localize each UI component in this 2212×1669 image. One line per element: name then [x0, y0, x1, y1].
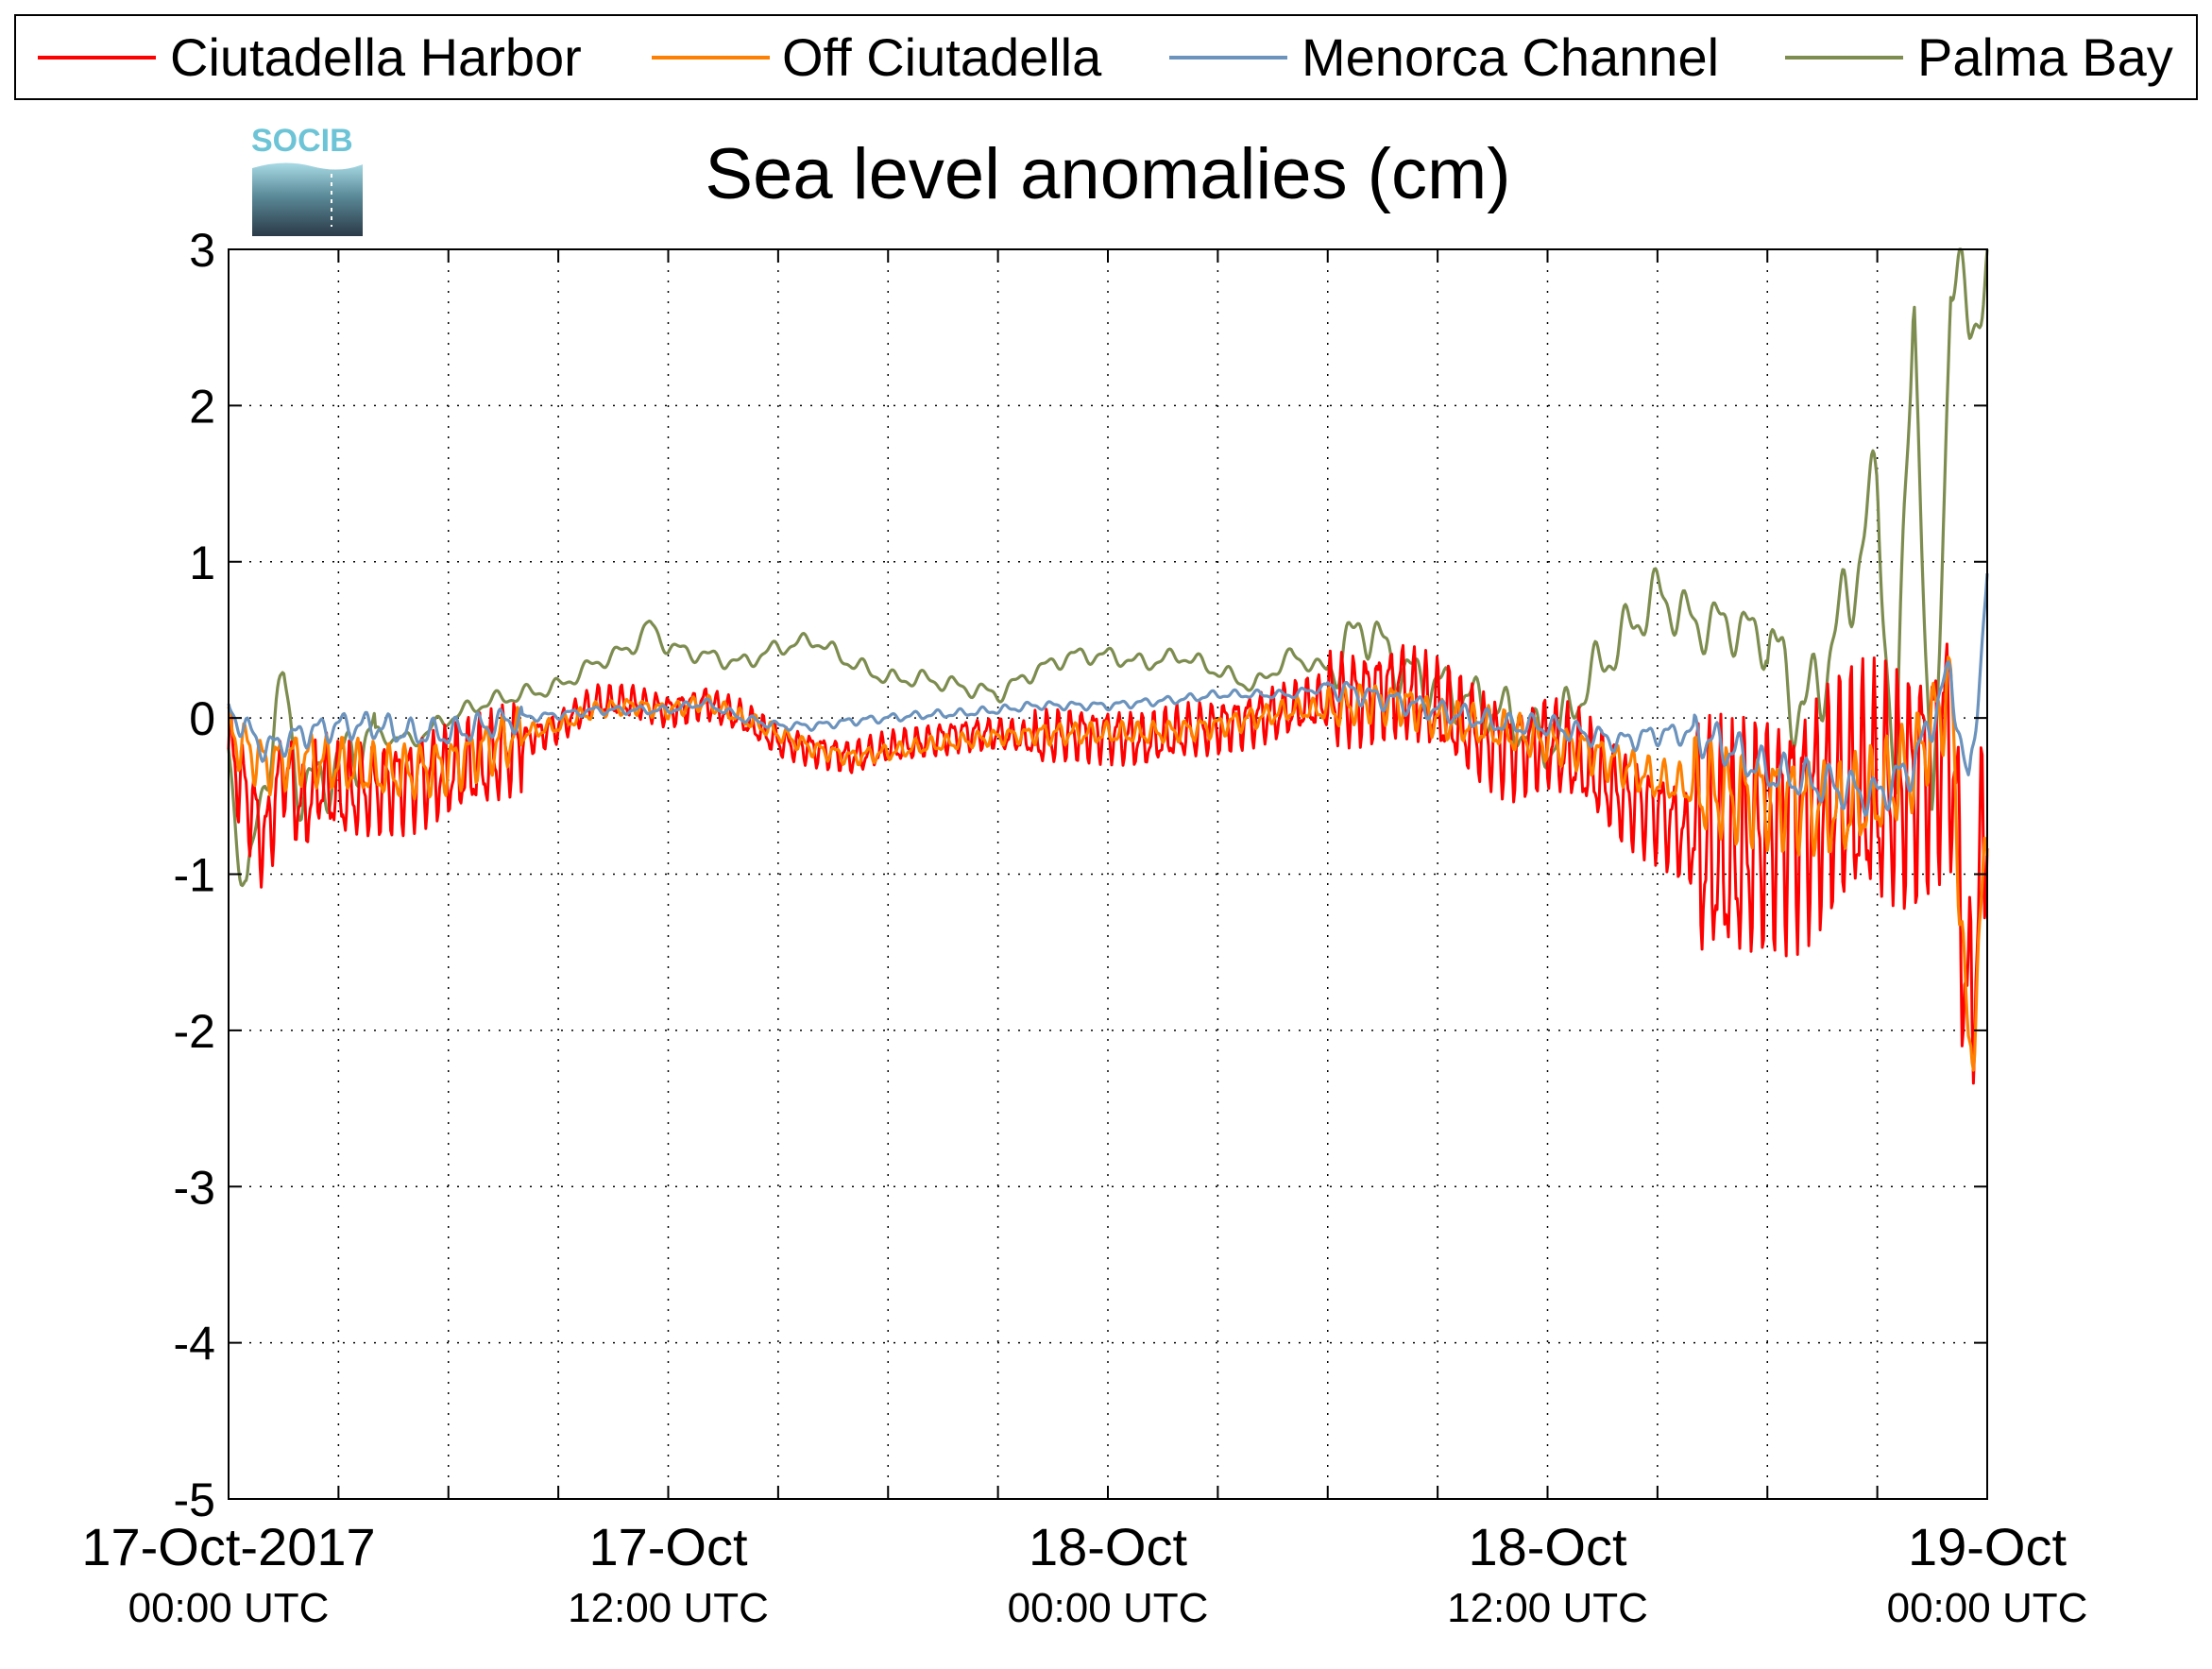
- y-tick-label: -5: [174, 1473, 215, 1526]
- chart-title: Sea level anomalies (cm): [705, 134, 1510, 214]
- legend-label-off-ciutadella: Off Ciutadella: [782, 27, 1102, 87]
- x-tick-label-date: 18-Oct: [1029, 1517, 1187, 1576]
- x-axis: 17-Oct-2017 00:00 UTC 17-Oct 12:00 UTC 18-Oc…: [81, 249, 2087, 1631]
- series-line-off-ciutadella: [227, 656, 1989, 1072]
- x-tick-label-date: 19-Oct: [1908, 1517, 2067, 1576]
- grid: [229, 249, 1987, 1499]
- series-line-ciutadella-harbor: [227, 642, 1989, 1085]
- series-lines: [227, 247, 1989, 1085]
- y-tick-label: 3: [189, 224, 215, 277]
- x-tick-label-time: 12:00 UTC: [568, 1585, 769, 1631]
- x-tick-label-time: 12:00 UTC: [1447, 1585, 1648, 1631]
- y-tick-label: 1: [189, 536, 215, 589]
- y-axis: -5 -4 -3 -2 -1 0 1 2 3: [174, 224, 1987, 1526]
- x-tick-label-date: 18-Oct: [1468, 1517, 1626, 1576]
- legend: Ciutadella Harbor Off Ciutadella Menorca…: [14, 14, 2198, 100]
- legend-label-menorca-channel: Menorca Channel: [1302, 27, 1719, 87]
- y-tick-label: -3: [174, 1161, 215, 1214]
- y-tick-label: -4: [174, 1318, 215, 1371]
- x-tick-label-time: 00:00 UTC: [1008, 1585, 1209, 1631]
- x-tick-label-date: 17-Oct: [588, 1517, 747, 1576]
- x-tick-label-time: 00:00 UTC: [128, 1585, 330, 1631]
- series-line-palma-bay: [227, 247, 1989, 888]
- series-line-menorca-channel: [227, 572, 1989, 817]
- x-tick-label-date: 17-Oct-2017: [81, 1517, 375, 1576]
- y-tick-label: -2: [174, 1005, 215, 1058]
- legend-label-palma-bay: Palma Bay: [1917, 27, 2173, 87]
- socib-logo: SOCIB: [251, 123, 363, 236]
- x-tick-label-time: 00:00 UTC: [1887, 1585, 2088, 1631]
- logo-text: SOCIB: [251, 123, 353, 159]
- legend-label-ciutadella-harbor: Ciutadella Harbor: [170, 27, 582, 87]
- y-tick-label: 0: [189, 692, 215, 745]
- y-tick-label: -1: [174, 849, 215, 902]
- y-tick-label: 2: [189, 380, 215, 433]
